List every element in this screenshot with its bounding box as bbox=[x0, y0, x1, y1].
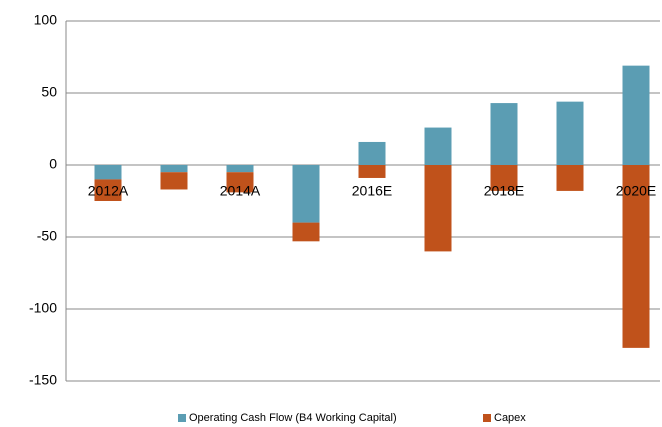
bar bbox=[622, 165, 650, 348]
y-tick-label: 50 bbox=[41, 84, 57, 100]
legend-swatch bbox=[483, 414, 491, 422]
bar bbox=[94, 165, 122, 180]
bar bbox=[292, 165, 320, 223]
y-tick-label: -50 bbox=[37, 228, 57, 244]
bar bbox=[358, 141, 386, 165]
bar bbox=[226, 165, 254, 173]
bar bbox=[424, 127, 452, 165]
bar bbox=[556, 165, 584, 191]
y-tick-label: 0 bbox=[49, 156, 57, 172]
x-tick-label: 2016E bbox=[352, 183, 392, 199]
bar bbox=[160, 165, 188, 173]
bar bbox=[490, 165, 518, 191]
bar bbox=[358, 165, 386, 178]
y-tick-label: 100 bbox=[34, 12, 58, 28]
bar bbox=[622, 65, 650, 165]
bar bbox=[292, 222, 320, 242]
bar bbox=[490, 103, 518, 165]
x-tick-label: 2014A bbox=[220, 183, 261, 199]
legend-swatch bbox=[178, 414, 186, 422]
x-tick-label: 2018E bbox=[484, 183, 524, 199]
bar bbox=[226, 172, 254, 193]
y-tick-label: -100 bbox=[29, 300, 57, 316]
x-tick-label: 2012A bbox=[88, 183, 129, 199]
bar bbox=[94, 179, 122, 201]
bar bbox=[160, 172, 188, 190]
bar bbox=[556, 101, 584, 165]
legend-label: Capex bbox=[494, 412, 526, 424]
bar bbox=[424, 165, 452, 252]
legend-label: Operating Cash Flow (B4 Working Capital) bbox=[189, 412, 397, 424]
x-tick-label: 2020E bbox=[616, 183, 656, 199]
y-tick-label: -150 bbox=[29, 372, 57, 388]
